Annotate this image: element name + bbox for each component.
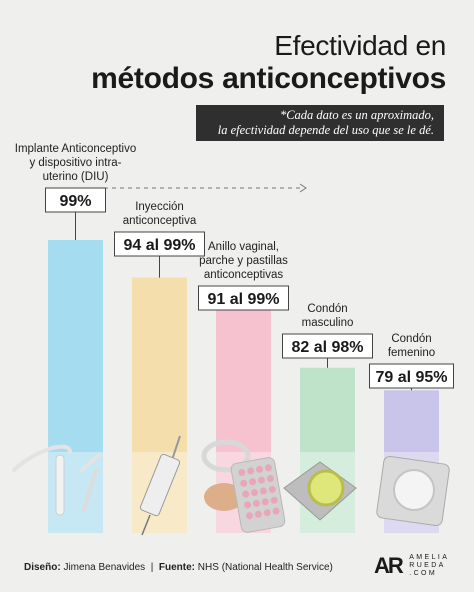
logo-name: AMELIA RUEDA .COM xyxy=(409,554,449,578)
pill-4 xyxy=(264,464,272,472)
chart-title-line2: métodos anticonceptivos xyxy=(91,62,446,95)
value-box-1 xyxy=(45,187,106,213)
disclaimer-line1: *Cada dato es un aproximado, xyxy=(279,108,434,122)
pill-16 xyxy=(270,496,278,504)
category-label-2-line-1: Inyección xyxy=(135,201,184,213)
value-box-4 xyxy=(282,333,373,359)
contraceptive-patch xyxy=(204,483,244,511)
pill-3 xyxy=(256,465,264,473)
syringe-icon xyxy=(139,435,181,536)
category-label-5-line-2: femenino xyxy=(388,347,435,359)
iud-icon xyxy=(12,444,102,516)
pill-1 xyxy=(238,468,246,476)
chart-title-line1: Efectividad en xyxy=(274,30,446,61)
category-label-1-line-1: Implante Anticonceptivo xyxy=(15,143,136,155)
value-box-3 xyxy=(198,285,289,311)
female-condom-icon xyxy=(376,455,450,527)
pill-10 xyxy=(251,489,259,497)
logo-mark: AR xyxy=(374,553,404,578)
logo-name-line2: RUEDA xyxy=(409,562,446,569)
female-condom-ring xyxy=(393,469,435,511)
syringe-plunger xyxy=(171,435,181,461)
category-label-1-line-2: y dispositivo intra- xyxy=(29,157,121,169)
value-box-5 xyxy=(369,363,454,389)
disclaimer-note: *Cada dato es un aproximado, la efectivi… xyxy=(196,105,444,141)
condom-ring xyxy=(307,469,345,507)
pill-2 xyxy=(247,467,255,475)
pill-9 xyxy=(242,490,250,498)
category-label-5-line-1: Condón xyxy=(391,333,431,345)
syringe-barrel xyxy=(139,453,181,517)
design-value: Jimena Benavides xyxy=(63,562,146,573)
pill-11 xyxy=(259,487,267,495)
category-label-4-line-2: masculino xyxy=(302,317,354,329)
category-label-3-line-3: anticonceptivas xyxy=(204,269,284,281)
pill-14 xyxy=(252,499,260,507)
ring-patch-pills-icon xyxy=(201,439,286,533)
logo-name-line3: .COM xyxy=(409,570,438,577)
pill-7 xyxy=(257,476,265,484)
source-value: NHS (National Health Service) xyxy=(197,562,333,573)
iud-arm-right xyxy=(80,453,102,472)
value-label-5: 79 al 95% xyxy=(375,369,447,386)
category-label-3-line-1: Anillo vaginal, xyxy=(208,241,279,253)
category-label-3-line-2: parche y pastillas xyxy=(199,255,288,267)
footer-credits: Diseño: Jimena Benavides | Fuente: NHS (… xyxy=(24,562,333,573)
pill-20 xyxy=(272,507,280,515)
pill-19 xyxy=(263,509,271,517)
design-label: Diseño: xyxy=(24,562,61,573)
pill-17 xyxy=(245,512,253,520)
logo-name-line1: AMELIA xyxy=(409,554,450,561)
guide-arrow-head xyxy=(299,183,307,193)
pill-8 xyxy=(266,475,274,483)
pill-15 xyxy=(261,498,269,506)
value-label-1: 99% xyxy=(59,193,91,210)
category-label-1-line-3: uterino (DIU) xyxy=(43,171,109,183)
value-label-3: 91 al 99% xyxy=(207,291,279,308)
brand-logo: AR AMELIA RUEDA .COM xyxy=(374,553,449,579)
value-label-2: 94 al 99% xyxy=(123,237,195,254)
male-condom-icon xyxy=(283,461,357,521)
value-box-2 xyxy=(114,231,205,257)
iud-arm-left xyxy=(12,444,72,472)
pill-12 xyxy=(268,485,276,493)
pill-13 xyxy=(244,501,252,509)
vaginal-ring xyxy=(201,439,251,473)
value-label-4: 82 al 98% xyxy=(291,339,363,356)
iud-inserter xyxy=(82,468,98,512)
syringe-needle xyxy=(141,514,151,536)
source-label: Fuente: xyxy=(158,562,196,573)
disclaimer-line2: la efectividad depende del uso que se le… xyxy=(217,123,434,137)
category-label-4-line-1: Condón xyxy=(307,303,347,315)
iud-stem xyxy=(55,454,65,516)
pill-18 xyxy=(254,510,262,518)
pill-6 xyxy=(249,478,257,486)
pill-5 xyxy=(240,479,248,487)
footer-separator: | xyxy=(150,562,154,573)
category-label-2-line-2: anticonceptiva xyxy=(123,215,197,227)
